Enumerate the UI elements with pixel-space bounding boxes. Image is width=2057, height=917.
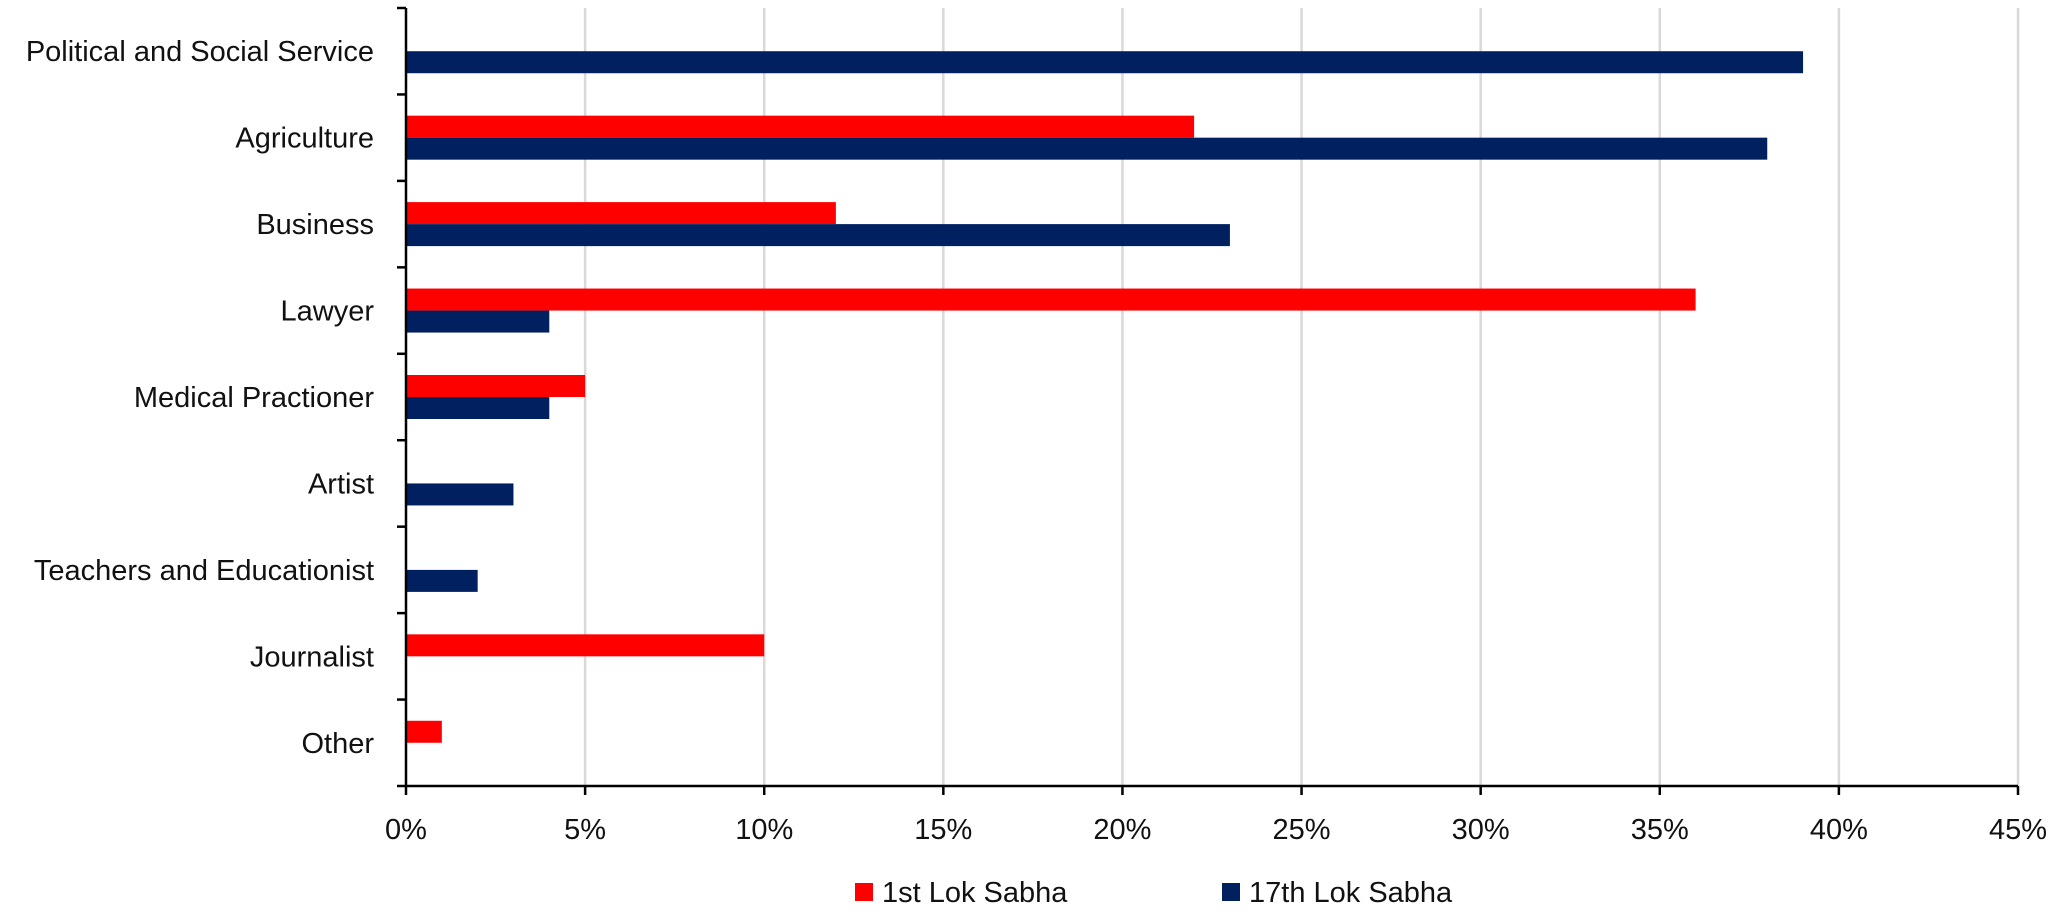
x-tick-label: 15% xyxy=(914,814,972,846)
x-tick-label: 40% xyxy=(1810,814,1868,846)
bar-first-lok-sabha xyxy=(406,202,836,225)
x-tick-label: 25% xyxy=(1273,814,1331,846)
category-label: Teachers and Educationist xyxy=(34,555,374,587)
category-label: Journalist xyxy=(250,641,374,673)
legend-swatch xyxy=(1222,883,1240,901)
legend-swatch xyxy=(855,883,873,901)
bar-first-lok-sabha xyxy=(406,634,765,657)
category-label: Medical Practioner xyxy=(134,382,374,414)
bar-first-lok-sabha xyxy=(406,288,1696,311)
x-tick-labels: 0% 5% 10% 15% 20% 25% 30% 35% 40% 45% xyxy=(385,814,2047,846)
category-label: Artist xyxy=(308,468,374,500)
category-label: Lawyer xyxy=(281,296,375,328)
bar-seventeenth-lok-sabha xyxy=(406,569,478,592)
bar-first-lok-sabha xyxy=(406,115,1195,138)
x-tick-label: 35% xyxy=(1631,814,1689,846)
category-label: Agriculture xyxy=(235,123,374,155)
x-tick-label: 10% xyxy=(735,814,793,846)
bar-seventeenth-lok-sabha xyxy=(406,137,1768,160)
bar-seventeenth-lok-sabha xyxy=(406,224,1230,247)
bar-first-lok-sabha xyxy=(406,720,442,743)
category-label: Other xyxy=(301,728,374,760)
legend: 1st Lok Sabha 17th Lok Sabha xyxy=(855,877,1453,909)
x-tick-label: 30% xyxy=(1452,814,1510,846)
bar-seventeenth-lok-sabha xyxy=(406,310,550,333)
legend-label: 17th Lok Sabha xyxy=(1249,877,1453,909)
x-tick-label: 0% xyxy=(385,814,427,846)
bars xyxy=(406,51,1804,743)
legend-label: 1st Lok Sabha xyxy=(882,877,1068,909)
x-tick-label: 45% xyxy=(1989,814,2047,846)
category-label: Political and Social Service xyxy=(26,36,374,68)
axes xyxy=(397,6,2020,795)
bar-seventeenth-lok-sabha xyxy=(406,397,550,419)
bar-seventeenth-lok-sabha xyxy=(406,51,1804,74)
x-tick-label: 5% xyxy=(564,814,606,846)
bar-first-lok-sabha xyxy=(406,375,586,397)
bar-seventeenth-lok-sabha xyxy=(406,483,514,506)
category-label: Business xyxy=(256,209,374,241)
x-tick-label: 20% xyxy=(1093,814,1151,846)
category-labels: Political and Social Service Agriculture B… xyxy=(26,36,375,760)
